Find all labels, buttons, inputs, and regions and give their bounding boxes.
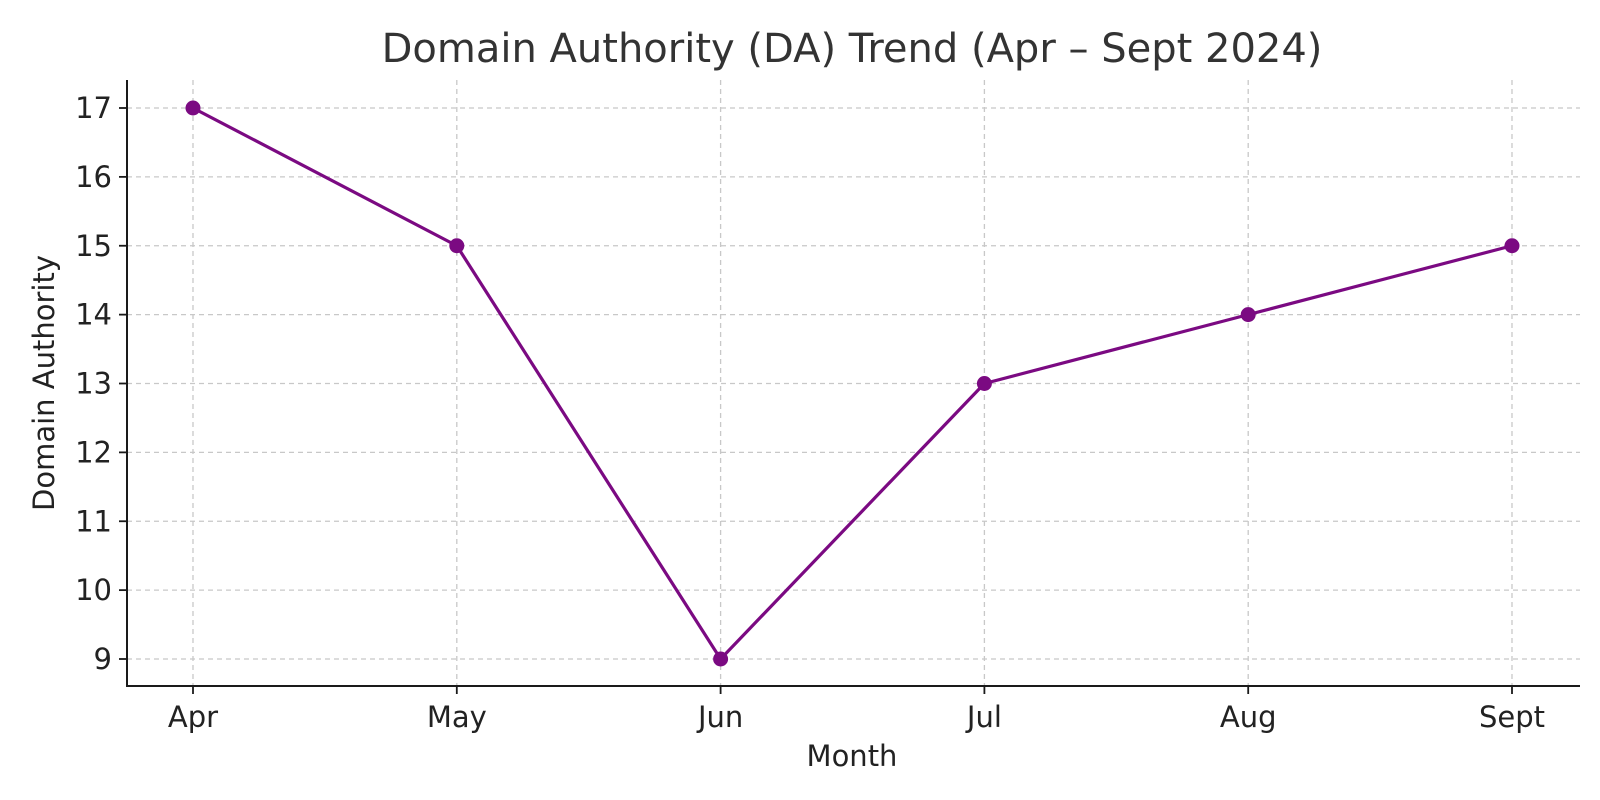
y-axis-label: Domain Authority	[27, 255, 61, 511]
y-tick-label: 10	[75, 573, 112, 607]
x-tick-label: Aug	[1220, 700, 1277, 734]
y-tick-label: 14	[75, 298, 112, 332]
x-tick-label: Sept	[1479, 700, 1545, 734]
data-point[interactable]	[1240, 307, 1256, 323]
data-point[interactable]	[976, 376, 992, 391]
y-tick-label: 17	[75, 91, 112, 125]
y-tick-label: 16	[75, 160, 112, 194]
series-line	[191, 106, 1514, 661]
x-ticks: Apr May Jun Jul Aug Sept	[168, 686, 1545, 734]
data-point[interactable]	[449, 238, 465, 254]
y-tick-label: 11	[75, 504, 112, 538]
y-tick-label: 15	[75, 229, 112, 263]
y-tick-label: 13	[75, 367, 112, 401]
data-point[interactable]	[1504, 238, 1520, 254]
data-point[interactable]	[713, 651, 729, 667]
chart-title: Domain Authority (DA) Trend (Apr – Sept …	[382, 26, 1323, 72]
x-tick-label: May	[427, 700, 487, 734]
data-point[interactable]	[185, 100, 201, 116]
y-tick-label: 12	[75, 435, 112, 469]
x-tick-label: Jun	[696, 700, 743, 734]
grid	[127, 80, 1580, 686]
y-tick-label: 9	[94, 642, 112, 676]
x-tick-label: Jul	[965, 700, 1002, 734]
x-tick-label: Apr	[168, 700, 218, 734]
y-ticks: 9 10 11 12 13 14 15 16 17	[75, 91, 127, 676]
x-axis-label: Month	[807, 739, 898, 773]
series	[185, 100, 1520, 667]
